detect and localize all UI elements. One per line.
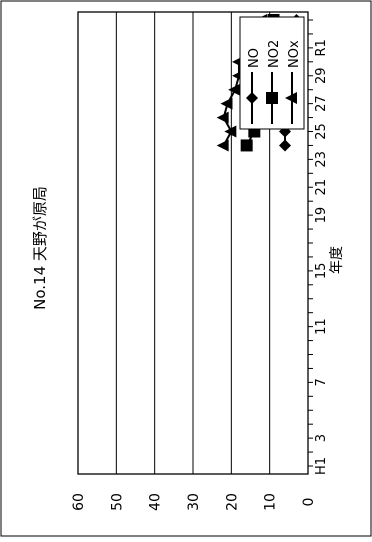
legend: NO NO2 NOx bbox=[239, 16, 305, 130]
year-tick-label: 21 bbox=[314, 179, 329, 196]
year-tick-label: 27 bbox=[314, 95, 329, 112]
legend-marker-nox bbox=[285, 92, 297, 104]
legend-marker-no bbox=[246, 92, 258, 104]
year-tick-label: 15 bbox=[314, 263, 329, 280]
value-tick-label-20: 20 bbox=[224, 493, 240, 511]
value-axis-ticks: 0 10 20 30 40 50 60 bbox=[71, 493, 317, 511]
year-tick-label: 23 bbox=[314, 151, 329, 168]
year-tick-label: 29 bbox=[314, 67, 329, 84]
data-point-no bbox=[279, 139, 291, 152]
data-point-nox bbox=[228, 83, 241, 96]
year-tick-label: 11 bbox=[314, 318, 329, 335]
legend-label-no: NO bbox=[247, 48, 262, 68]
value-tick-label-0: 0 bbox=[301, 498, 317, 507]
data-point-nox bbox=[220, 97, 233, 110]
year-tick-label: 7 bbox=[314, 378, 329, 386]
data-point-no2 bbox=[248, 125, 261, 138]
value-tick-label-40: 40 bbox=[148, 493, 164, 511]
data-point-no2 bbox=[240, 139, 253, 152]
chart-title: No.14 天野が原局 bbox=[31, 186, 49, 310]
year-tick-label: R1 bbox=[314, 39, 329, 56]
value-tick-label-50: 50 bbox=[109, 493, 125, 511]
legend-marker-no2 bbox=[266, 92, 278, 104]
year-tick-label: 3 bbox=[314, 434, 329, 442]
legend-label-nox: NOx bbox=[287, 40, 302, 68]
value-tick-label-60: 60 bbox=[71, 493, 87, 511]
year-tick-label: H1 bbox=[314, 457, 329, 475]
year-axis-ticks: H1 3 7 11 15 19 21 23 25 27 29 R1 bbox=[308, 19, 329, 475]
data-point-nox bbox=[224, 125, 237, 138]
legend-label-no2: NO2 bbox=[267, 40, 282, 68]
data-point-nox bbox=[216, 111, 229, 124]
value-tick-label-30: 30 bbox=[186, 493, 202, 511]
data-point-nox bbox=[216, 139, 229, 152]
value-tick-label-10: 10 bbox=[263, 493, 279, 511]
year-tick-label: 25 bbox=[314, 123, 329, 140]
year-tick-label: 19 bbox=[314, 207, 329, 224]
x-axis-label: 年度 bbox=[329, 246, 345, 274]
